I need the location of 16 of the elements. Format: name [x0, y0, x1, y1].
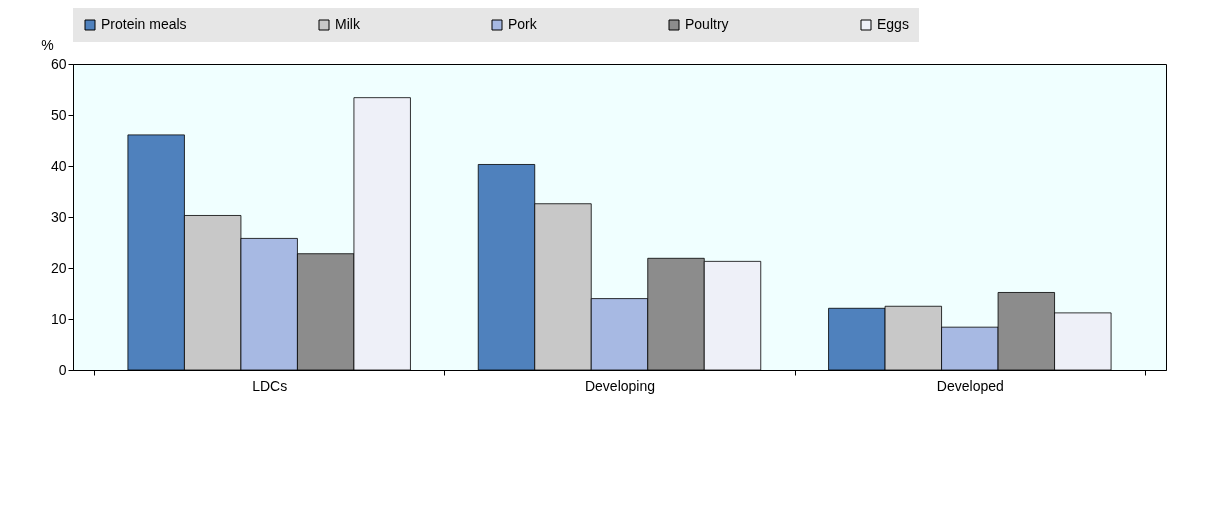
legend-label: Pork: [508, 16, 538, 32]
legend-label: Protein meals: [101, 16, 187, 32]
x-tick-label: Developing: [584, 377, 656, 394]
x-tick-label: Developed: [936, 377, 1004, 394]
y-tick-label: 20: [50, 259, 67, 276]
legend-label: Poultry: [685, 16, 729, 32]
y-tick-label: 10: [50, 310, 67, 327]
y-tick-label: 30: [50, 208, 67, 225]
y-tick-label: 50: [50, 106, 67, 123]
y-tick-label: 0: [58, 361, 67, 378]
x-tick-label: LDCs: [252, 377, 288, 394]
y-tick-label: 40: [50, 157, 67, 174]
y-tick-label: 60: [50, 55, 67, 72]
y-axis-title: %: [41, 36, 54, 53]
legend-label: Milk: [335, 16, 361, 32]
legend-label: Eggs: [877, 16, 909, 32]
